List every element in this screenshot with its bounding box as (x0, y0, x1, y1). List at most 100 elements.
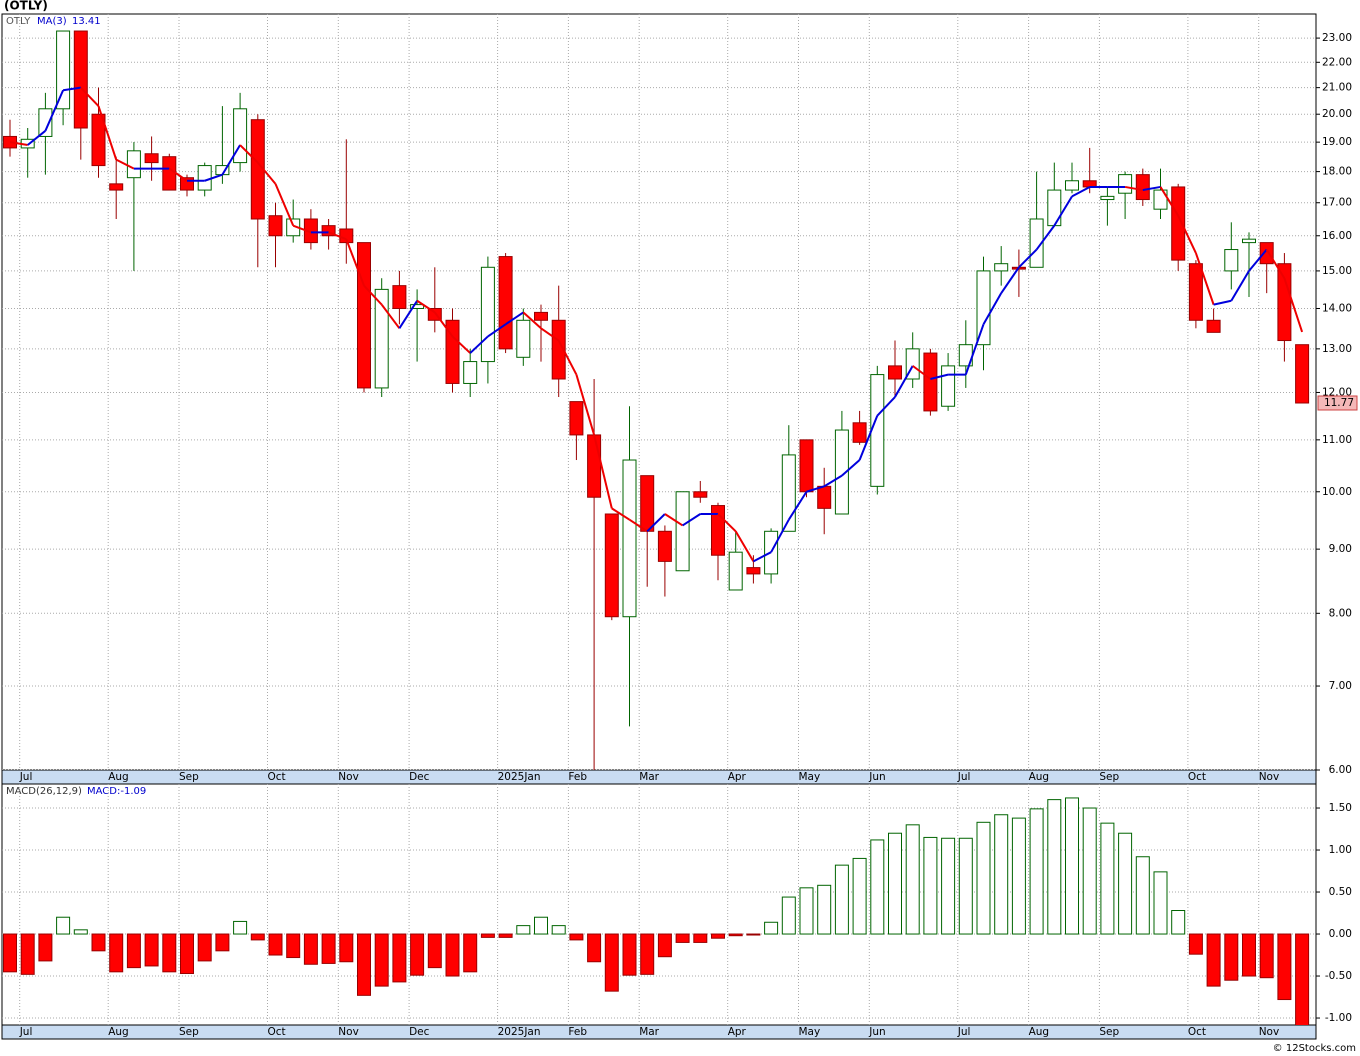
x-tick-label: Aug (108, 771, 129, 783)
ma-segment (433, 311, 454, 338)
macd-bar (3, 933, 17, 973)
ma-segment (1071, 186, 1091, 198)
ma-segment (912, 365, 931, 380)
macd-bar (1082, 807, 1097, 935)
y-tick-label: 22.00 (1322, 56, 1352, 68)
candle-body (144, 153, 159, 164)
macd-bar (1153, 871, 1168, 935)
candle-body (534, 311, 548, 321)
y-tick-label: 18.00 (1322, 166, 1352, 178)
macd-bar (480, 933, 495, 938)
ma-segment (540, 327, 560, 342)
candle-body (56, 30, 71, 110)
candle-body (1206, 319, 1221, 333)
x-tick-label: Jul (19, 1026, 33, 1038)
x-tick-label: Aug (1029, 1026, 1050, 1038)
macd-bar (1047, 799, 1062, 935)
candle-body (1242, 238, 1256, 244)
macd-bar (587, 933, 602, 963)
ma-segment (469, 335, 489, 354)
ma-segment (752, 551, 772, 563)
x-tick-label: Nov (338, 771, 359, 783)
candle-body (799, 439, 814, 493)
macd-bar (463, 933, 478, 973)
footer: © 12Stocks.com (1273, 1043, 1356, 1054)
x-tick-label: Jul (957, 771, 971, 783)
ma-segment (1248, 248, 1268, 272)
y-tick-label: 16.00 (1322, 230, 1352, 242)
y-tick-label: 13.00 (1322, 343, 1352, 355)
candle-body (109, 183, 124, 191)
macd-bar (834, 864, 849, 935)
macd-bar (711, 933, 725, 939)
macd-bar (126, 933, 141, 969)
macd-bar (268, 933, 283, 956)
ma-segment (505, 311, 524, 326)
x-tick-label: 2025Jan (498, 771, 541, 783)
x-tick-label: Aug (108, 1026, 129, 1038)
x-tick-label: Nov (1259, 771, 1280, 783)
macd-bar (162, 933, 177, 973)
macd-bar (250, 933, 265, 941)
ma-segment (557, 340, 578, 376)
macd-bar (1188, 933, 1203, 955)
macd-bar (1065, 797, 1079, 935)
candle-body (516, 319, 531, 358)
ma-segment (1177, 215, 1197, 254)
ma-segment (717, 513, 737, 533)
candle-body (622, 459, 637, 618)
candle-body (1224, 249, 1239, 272)
ma-segment (522, 311, 542, 330)
candle-body (976, 270, 991, 346)
page-title: (OTLY) (4, 0, 48, 13)
y-tick-label: 19.00 (1322, 136, 1352, 148)
y-tick-label: 0.50 (1329, 886, 1352, 898)
candle-body (888, 365, 902, 380)
x-tick-label: Nov (338, 1026, 359, 1038)
macd-bar (534, 916, 548, 935)
macd-bar (286, 933, 301, 959)
ma-segment (1124, 185, 1143, 192)
x-tick-label: Sep (179, 1026, 199, 1038)
ma-segment (27, 130, 47, 146)
x-tick-label: May (799, 1026, 821, 1038)
ma-segment (1194, 252, 1215, 305)
ma-segment (62, 86, 81, 92)
macd-bar (1259, 933, 1274, 979)
macd-bar (56, 916, 71, 935)
macd-panel (1, 783, 1317, 1026)
macd-bar (675, 933, 690, 943)
ma-segment (770, 519, 790, 553)
x-tick-label: May (799, 771, 821, 783)
macd-bar (445, 933, 460, 977)
candle-body (1171, 186, 1186, 261)
macd-bar (888, 832, 902, 935)
y-tick-label: 9.00 (1329, 543, 1352, 555)
ma-segment (646, 513, 666, 533)
x-tick-label: Mar (639, 1026, 659, 1038)
macd-bar (410, 933, 425, 976)
ma-segment (115, 158, 135, 170)
x-tick-label: Feb (568, 771, 587, 783)
macd-bar (233, 920, 248, 935)
candle-body (1153, 189, 1168, 210)
x-tick-label: Dec (409, 1026, 430, 1038)
macd-bar (1295, 933, 1310, 1025)
candle-body (994, 263, 1009, 272)
y-tick-label: 12.00 (1322, 386, 1352, 398)
macd-bar (180, 933, 194, 975)
ma-segment (239, 144, 259, 164)
x-tick-label: Mar (639, 771, 659, 783)
macd-bar (516, 925, 531, 935)
macd-bar (746, 933, 761, 936)
macd-bar (604, 933, 619, 992)
x-tick-label: Oct (268, 1026, 286, 1038)
macd-bar (994, 814, 1009, 935)
macd-bar (20, 933, 35, 975)
x-tick-label: Apr (728, 1026, 747, 1038)
candle-body (870, 374, 885, 487)
candle-body (1118, 174, 1133, 194)
ma-segment (593, 434, 613, 509)
ma-segment (1053, 195, 1073, 227)
